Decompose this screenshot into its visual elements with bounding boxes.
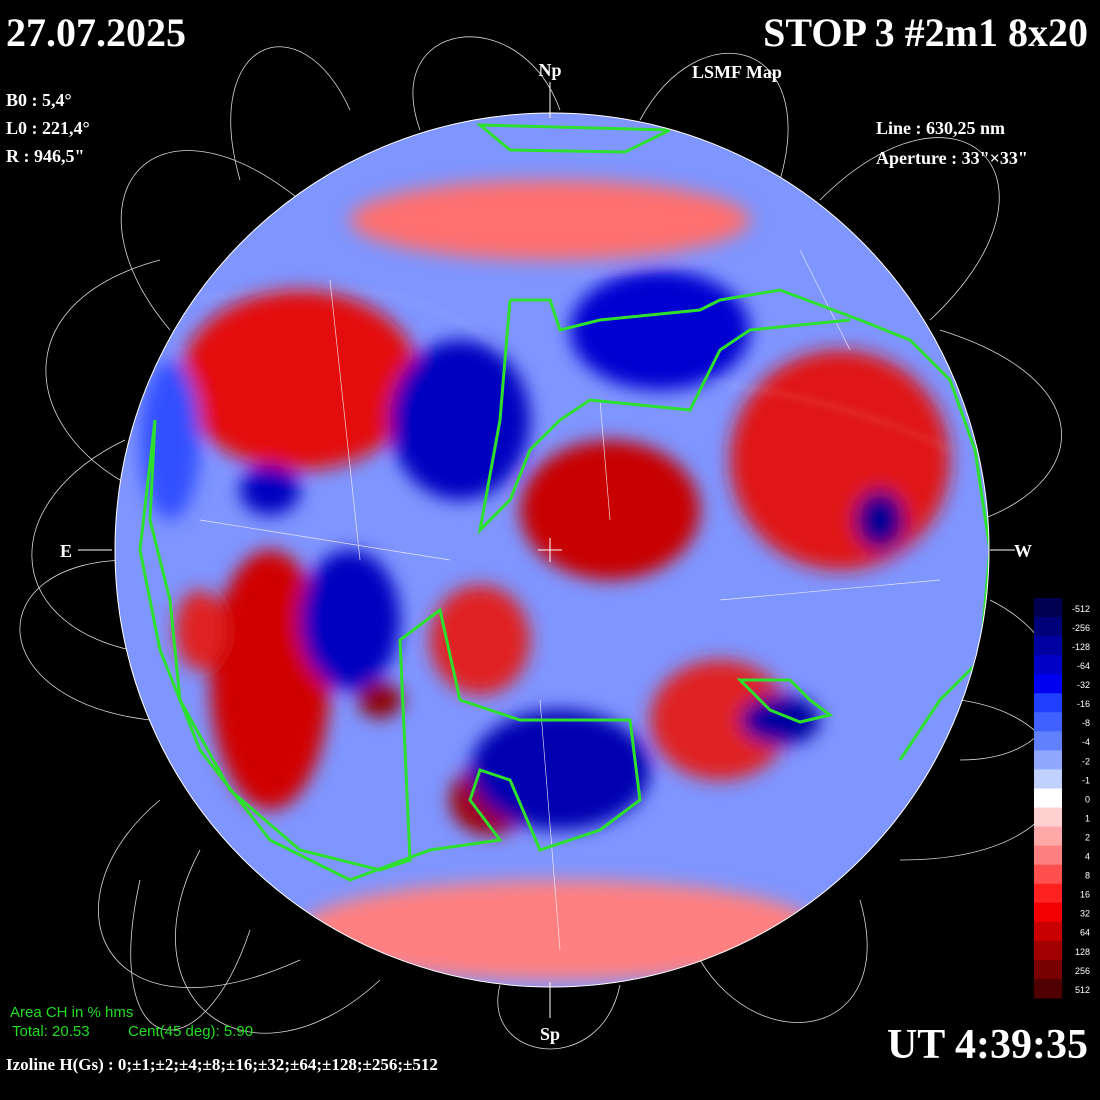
colorbar-segment: [1034, 959, 1062, 980]
colorbar-segment: [1034, 712, 1062, 732]
colorbar-label: 16: [1080, 890, 1090, 900]
colorbar-label: -2: [1082, 756, 1090, 766]
colorbar-label: -128: [1072, 642, 1090, 652]
colorbar-segment: [1034, 617, 1062, 637]
ch-total: Total: 20.53: [12, 1023, 90, 1040]
colorbar-label: -1: [1082, 775, 1090, 785]
b0: B0 : 5,4°: [6, 90, 72, 110]
colorbar-segment: [1034, 731, 1062, 751]
disk-limb: [114, 112, 990, 988]
ch-central: Cent(45 deg): 5.90: [128, 1023, 253, 1040]
colorbar-segment: [1034, 940, 1062, 961]
colorbar-segment: [1034, 883, 1062, 904]
colorbar-label: 0: [1085, 794, 1090, 804]
time: UT 4:39:35: [887, 1022, 1088, 1068]
colorbar-segment: [1034, 636, 1062, 656]
colorbar-segment: [1034, 655, 1062, 675]
colorbar-segment: [1034, 693, 1062, 713]
aperture: Aperture : 33"×33": [876, 148, 1028, 168]
colorbar-segment: [1034, 598, 1062, 618]
colorbar-label: -4: [1082, 737, 1090, 747]
colorbar-segment: [1034, 978, 1062, 999]
colorbar-label: -256: [1072, 623, 1090, 633]
isolines: Izoline H(Gs) : 0;±1;±2;±4;±8;±16;±32;±6…: [6, 1055, 438, 1074]
compass-lines: [78, 82, 1015, 1018]
ch-title: Area CH in % hms: [10, 1004, 133, 1021]
colorbar-segment: [1034, 807, 1062, 828]
colorbar-label: 4: [1085, 852, 1090, 862]
colorbar-label: 32: [1080, 909, 1090, 919]
colorbar-segment: [1034, 902, 1062, 923]
subtitle: LSMF Map: [692, 62, 782, 82]
colorbar-label: -64: [1077, 661, 1090, 671]
title: STOP 3 #2m1 8x20: [763, 10, 1088, 55]
colorbar-label: 8: [1085, 871, 1090, 881]
colorbar-label: -16: [1077, 699, 1090, 709]
colorbar-label: 128: [1075, 947, 1090, 957]
colorbar-segment: [1034, 845, 1062, 866]
radius: R : 946,5": [6, 146, 85, 166]
west-label: W: [1014, 541, 1032, 561]
colorbar-segment: [1034, 826, 1062, 847]
colorbar-label: 64: [1080, 928, 1090, 938]
east-label: E: [60, 541, 72, 561]
colorbar-label: 2: [1085, 832, 1090, 842]
colorbar-segment: [1034, 750, 1062, 770]
colorbar-segment: [1034, 921, 1062, 942]
colorbar-label: -512: [1072, 604, 1090, 614]
colorbar-label: -8: [1082, 718, 1090, 728]
line: Line : 630,25 nm: [876, 118, 1005, 138]
colorbar-label: 512: [1075, 985, 1090, 995]
colorbar-segment: [1034, 864, 1062, 885]
colorbar-label: 256: [1075, 966, 1090, 976]
l0: L0 : 221,4°: [6, 118, 90, 138]
colorbar-label: 1: [1085, 813, 1090, 823]
colorbar-segment: [1034, 769, 1062, 789]
north-label: Np: [538, 60, 561, 80]
colorbar-segment: [1034, 788, 1062, 809]
colorbar-label: -32: [1077, 680, 1090, 690]
date: 27.07.2025: [6, 10, 186, 55]
colorbar: -512 -256 -128 -64 -32 -16 -8 -4 -2 -1 0 1 2 4 8 16 32 64…: [1034, 598, 1090, 999]
colorbar-segment: [1034, 674, 1062, 694]
south-label: Sp: [540, 1024, 560, 1044]
field-lines: [19, 36, 1062, 1050]
